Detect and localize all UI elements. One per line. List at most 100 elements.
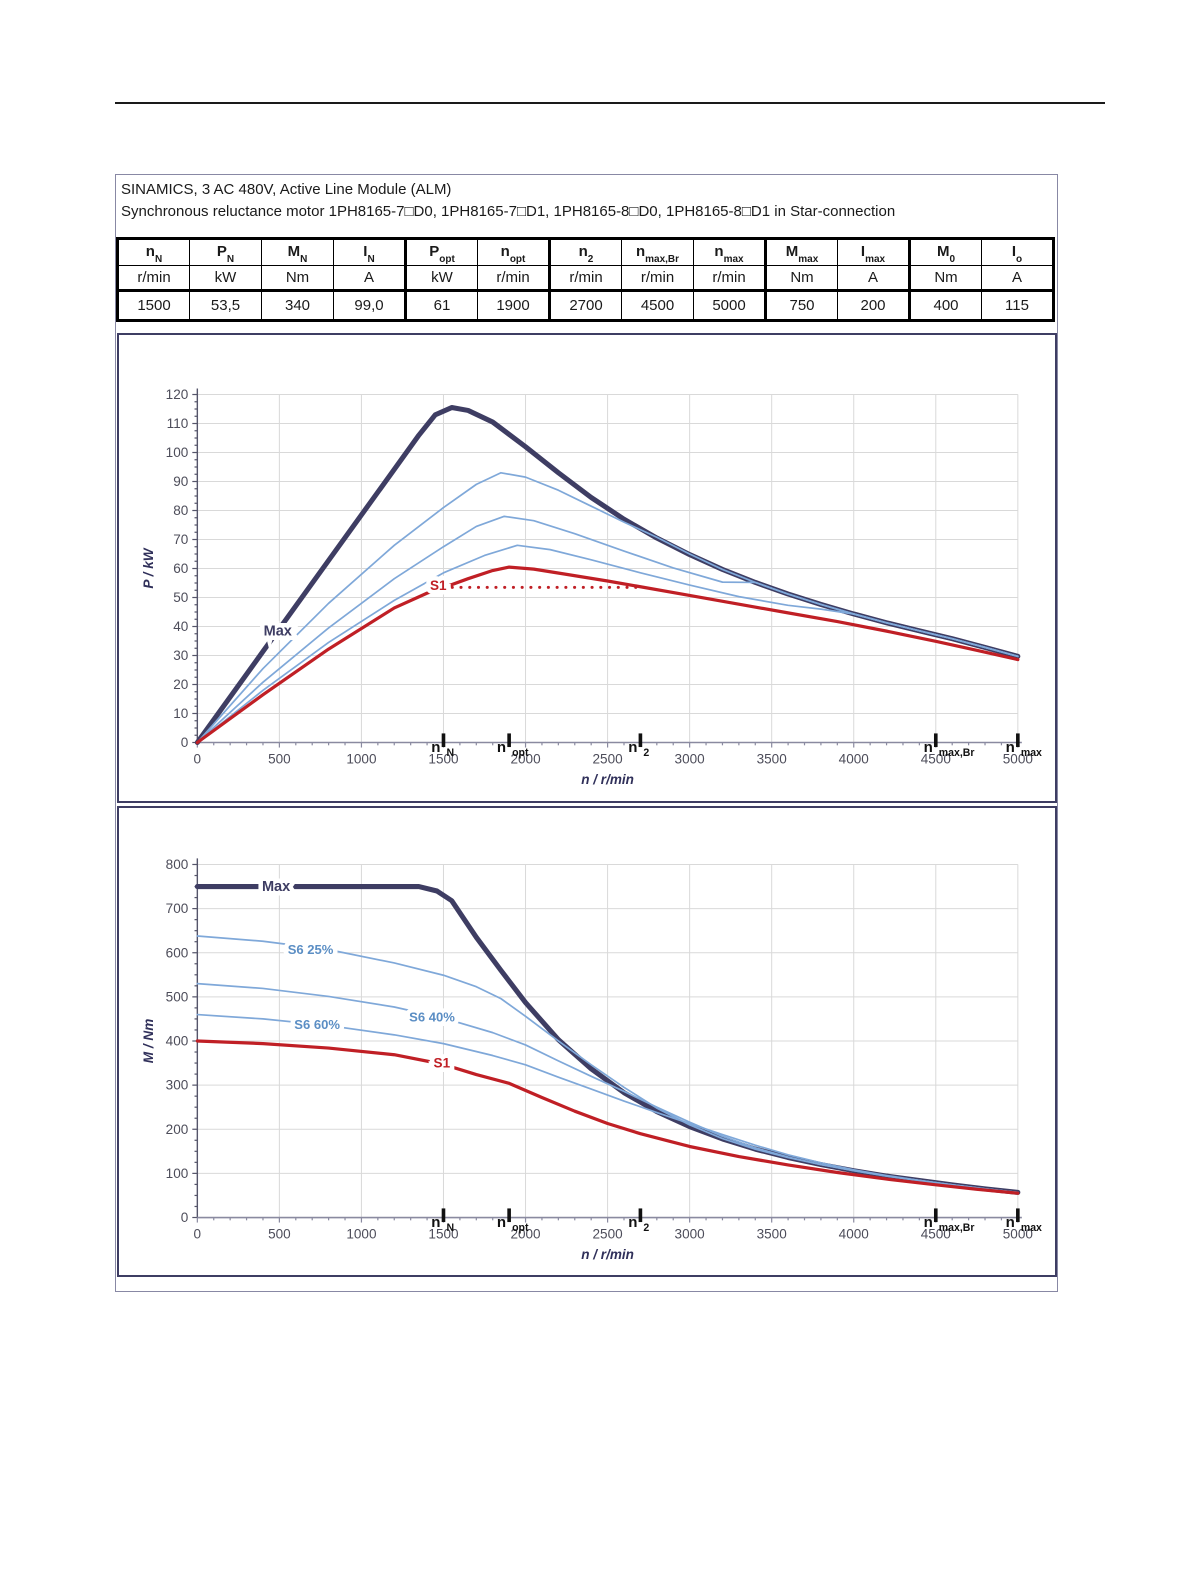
y-tick-label: 500 <box>166 989 189 1004</box>
table-value-cell: 61 <box>404 289 478 321</box>
table-header-cell: Io <box>981 238 1054 266</box>
y-tick-label: 100 <box>166 1166 189 1181</box>
series-s6-60 <box>196 1013 1019 1194</box>
x-tick-label: 0 <box>194 1227 202 1242</box>
spec-table: nN PN MN IN Popt nopt n2 nmax,Br nmax Mmax Imax M0 I… <box>116 237 1055 322</box>
table-unit-cell: Nm <box>261 265 334 291</box>
table-header-cell: nN <box>117 238 190 266</box>
marker-tick <box>1016 1208 1020 1223</box>
table-header-cell: Imax <box>837 238 910 266</box>
x-tick-label: 3500 <box>757 1227 788 1242</box>
table-unit-cell: Nm <box>764 265 838 291</box>
y-axis-title: M / Nm <box>141 1019 156 1064</box>
table-unit-cell: r/min <box>548 265 622 291</box>
table-unit-cell: kW <box>404 265 478 291</box>
marker-subscript: 2 <box>643 747 649 759</box>
x-tick-label: 1000 <box>346 752 377 767</box>
table-value-cell: 115 <box>981 289 1054 321</box>
y-tick-label: 60 <box>173 561 189 576</box>
marker-subscript: N <box>446 747 454 759</box>
y-tick-label: 110 <box>167 416 189 431</box>
marker-tick <box>507 1208 511 1223</box>
series-s1 <box>195 1039 1020 1195</box>
table-header-cell: Popt <box>404 238 478 266</box>
marker-tick <box>638 1208 643 1223</box>
table-header-cell: nopt <box>477 238 550 266</box>
y-tick-label: 600 <box>166 945 189 960</box>
curve-label-max: Max <box>262 879 290 895</box>
curve-label-s6-40-: S6 40% <box>409 1009 455 1024</box>
table-unit-cell: r/min <box>117 265 190 291</box>
table-value-cell: 99,0 <box>333 289 406 321</box>
marker-symbol: n <box>431 739 440 756</box>
x-tick-label: 5000 <box>1003 1227 1034 1242</box>
gridlines <box>197 863 1019 1218</box>
page-top-rule <box>115 102 1105 104</box>
x-tick-label: 5000 <box>1003 752 1034 767</box>
marker-symbol: n <box>497 739 506 756</box>
power-chart-panel: 0 10 20 30 40 50 60 70 80 90 100 110 120 0 500 1000 1500… <box>117 333 1057 803</box>
table-unit-cell: r/min <box>621 265 694 291</box>
marker-symbol: n <box>924 1214 933 1231</box>
marker-symbol: n <box>497 1214 506 1231</box>
table-header-cell: n2 <box>548 238 622 266</box>
table-header-cell: PN <box>189 238 262 266</box>
y-tick-label: 400 <box>166 1034 189 1049</box>
table-value-cell: 2700 <box>548 289 622 321</box>
table-header-cell: IN <box>333 238 406 266</box>
y-tick-label: 50 <box>173 590 189 605</box>
x-tick-label: 500 <box>268 1227 291 1242</box>
y-axis-title: P / kW <box>141 547 156 589</box>
y-tick-label: 100 <box>166 445 189 460</box>
x-tick-label: 4500 <box>921 1227 952 1242</box>
table-unit-cell: r/min <box>477 265 550 291</box>
marker-subscript: max <box>1021 747 1042 759</box>
torque-chart-panel: 0 100 200 300 400 500 600 700 800 0 500 1000 1500 200… <box>117 806 1057 1277</box>
table-unit-cell: A <box>333 265 406 291</box>
header-line-2: Synchronous reluctance motor 1PH8165-7□D… <box>121 203 896 220</box>
y-tick-label: 700 <box>166 901 189 916</box>
header-line-1: SINAMICS, 3 AC 480V, Active Line Module … <box>121 181 452 198</box>
marker-subscript: 2 <box>643 1222 649 1234</box>
x-tick-label: 2000 <box>510 1227 541 1242</box>
x-tick-label: 1500 <box>428 752 459 767</box>
curve-label-s6-25-: S6 25% <box>288 942 334 957</box>
table-value-cell: 53,5 <box>189 289 262 321</box>
table-value-cell: 340 <box>261 289 334 321</box>
document-header: SINAMICS, 3 AC 480V, Active Line Module … <box>121 179 1051 223</box>
y-tick-label: 200 <box>166 1122 189 1137</box>
y-tick-label: 10 <box>173 706 189 721</box>
x-tick-label: 1000 <box>346 1227 377 1242</box>
marker-tick <box>441 733 446 748</box>
table-header-cell: MN <box>261 238 334 266</box>
y-tick-label: 20 <box>173 677 189 692</box>
table-header-cell: Mmax <box>764 238 838 266</box>
marker-tick <box>933 1208 938 1223</box>
x-tick-label: 1500 <box>428 1227 459 1242</box>
curve-label-s1: S1 <box>434 1056 451 1071</box>
axes: 0 100 200 300 400 500 600 700 800 0 500 1000 1500 200… <box>166 857 1034 1242</box>
y-tick-label: 30 <box>173 648 189 663</box>
table-value-cell: 750 <box>764 289 838 321</box>
table-value-cell: 1500 <box>117 289 190 321</box>
curve-label-s1: S1 <box>430 578 447 593</box>
table-value-cell: 5000 <box>693 289 766 321</box>
y-tick-label: 300 <box>166 1078 189 1093</box>
marker-tick <box>933 733 938 748</box>
marker-subscript: opt <box>512 1222 529 1234</box>
table-value-cell: 200 <box>837 289 910 321</box>
marker-symbol: n <box>1006 1214 1015 1231</box>
marker-tick <box>441 1208 446 1223</box>
table-unit-cell: kW <box>189 265 262 291</box>
x-tick-label: 2000 <box>510 752 541 767</box>
marker-subscript: N <box>446 1222 454 1234</box>
y-tick-label: 40 <box>173 619 189 634</box>
marker-symbol: n <box>431 1214 440 1231</box>
x-axis-title: n / r/min <box>581 1247 634 1262</box>
x-tick-label: 2500 <box>593 752 624 767</box>
table-value-cell: 1900 <box>477 289 550 321</box>
x-tick-label: 4500 <box>921 752 952 767</box>
